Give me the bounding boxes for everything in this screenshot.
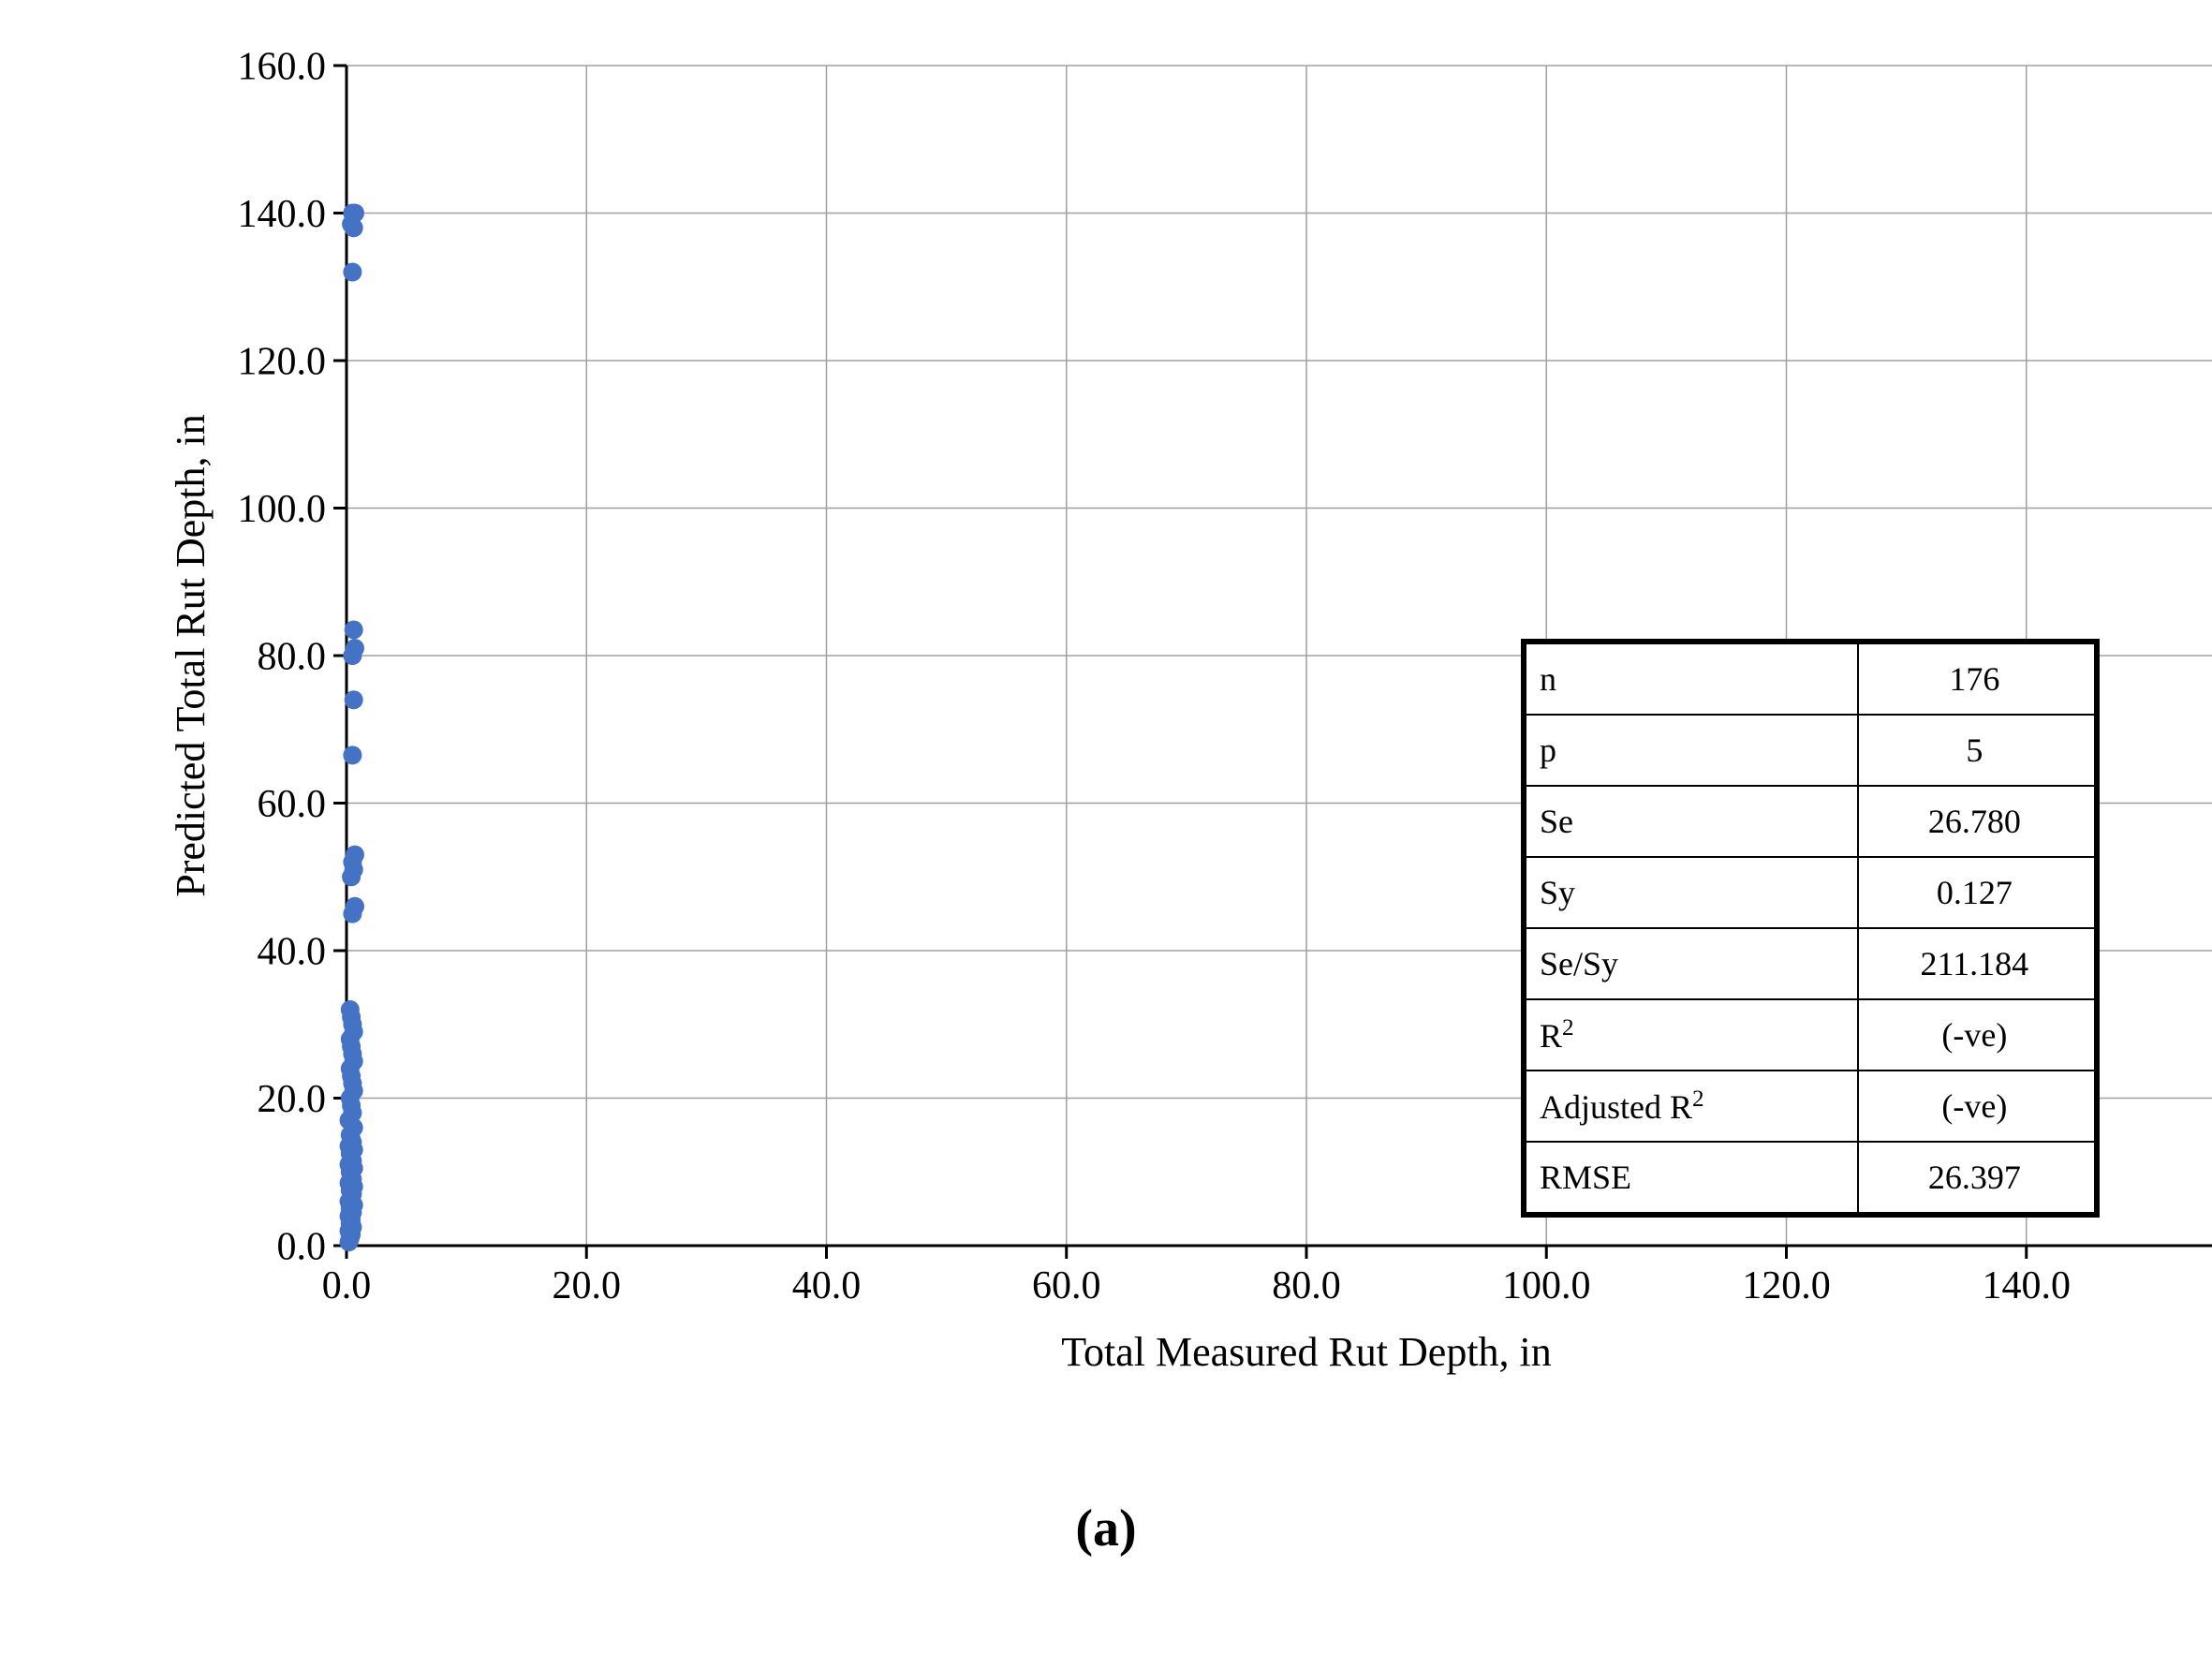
stats-table: n176p5Se26.780Sy0.127Se/Sy211.184R2(-ve)… [1525,642,2096,1214]
svg-text:140.0: 140.0 [1983,1264,2072,1307]
stats-key: Sy [1526,857,1858,928]
stats-value: 176 [1858,643,2095,715]
x-axis-label: Total Measured Rut Depth, in [1061,1329,1552,1375]
stats-value: 211.184 [1858,928,2095,999]
stats-key: Adjusted R2 [1526,1071,1858,1142]
figure-container: 0.0 20.0 40.0 60.0 80.0 100.0 120.0 140.0 160.0 0… [0,0,2212,1654]
stats-row: RMSE26.397 [1526,1142,2095,1213]
svg-text:60.0: 60.0 [258,783,327,826]
stats-row: Se/Sy211.184 [1526,928,2095,999]
stats-key: R2 [1526,999,1858,1071]
stats-row: p5 [1526,715,2095,786]
y-axis-label: Predicted Total Rut Depth, in [168,414,214,896]
svg-text:160.0: 160.0 [238,46,327,89]
svg-text:100.0: 100.0 [1502,1264,1591,1307]
stats-value: 5 [1858,715,2095,786]
stats-row: R2(-ve) [1526,999,2095,1071]
stats-value: (-ve) [1858,1071,2095,1142]
stats-row: Adjusted R2(-ve) [1526,1071,2095,1142]
svg-text:80.0: 80.0 [258,636,327,679]
stats-key: Se/Sy [1526,928,1858,999]
stats-value: 26.780 [1858,786,2095,857]
stats-value: (-ve) [1858,999,2095,1071]
stats-row: Sy0.127 [1526,857,2095,928]
subfigure-caption: (a) [0,1499,2212,1558]
stats-row: n176 [1526,643,2095,715]
stats-value: 26.397 [1858,1142,2095,1213]
svg-text:120.0: 120.0 [1742,1264,1831,1307]
stats-key: n [1526,643,1858,715]
svg-text:60.0: 60.0 [1032,1264,1101,1307]
svg-text:100.0: 100.0 [238,488,327,531]
stats-key: p [1526,715,1858,786]
stats-key: RMSE [1526,1142,1858,1213]
svg-text:40.0: 40.0 [258,931,327,974]
svg-text:0.0: 0.0 [277,1226,327,1269]
svg-text:40.0: 40.0 [792,1264,862,1307]
svg-text:140.0: 140.0 [238,193,327,236]
stats-row: Se26.780 [1526,786,2095,857]
svg-text:20.0: 20.0 [553,1264,622,1307]
svg-text:120.0: 120.0 [238,341,327,384]
stats-key: Se [1526,786,1858,857]
svg-text:0.0: 0.0 [322,1264,372,1307]
svg-text:20.0: 20.0 [258,1078,327,1121]
stats-value: 0.127 [1858,857,2095,928]
svg-text:80.0: 80.0 [1272,1264,1341,1307]
